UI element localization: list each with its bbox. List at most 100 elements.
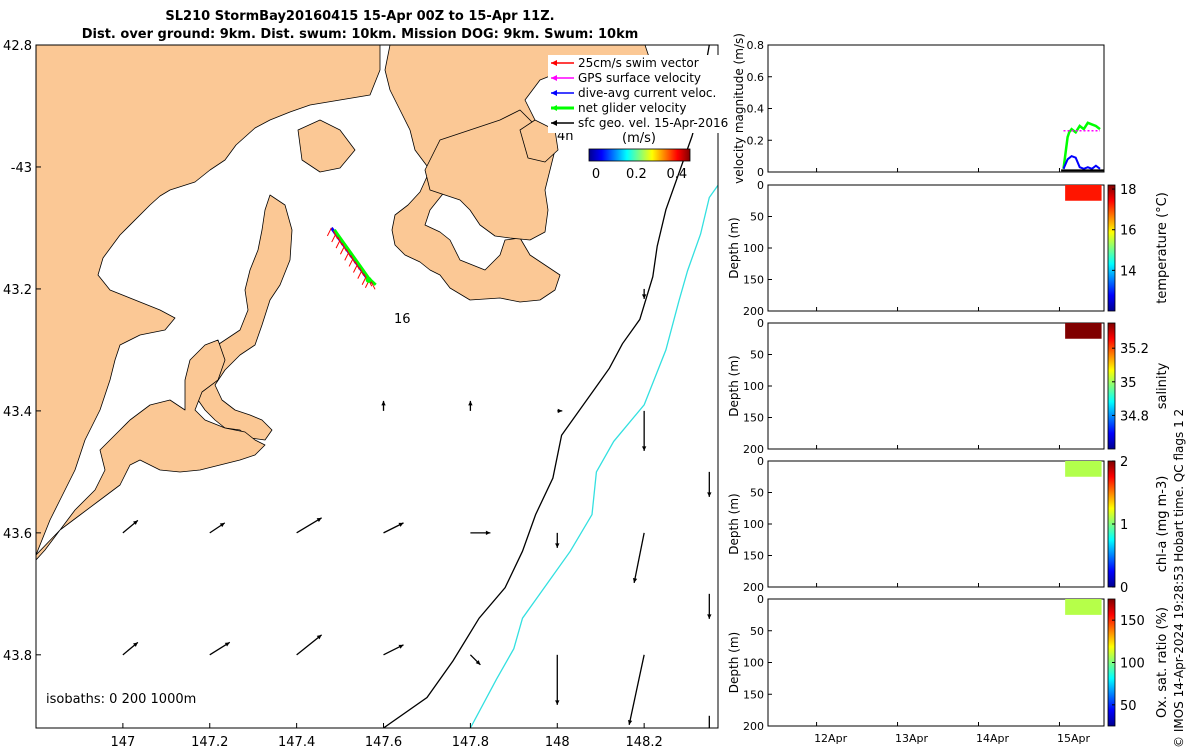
current-vector-shaft: [633, 532, 645, 583]
current-vector-head: [381, 400, 386, 406]
current-vector: [383, 644, 404, 656]
velocity-series-line: [1062, 121, 1101, 169]
legend-entry: [551, 120, 574, 126]
chla-y-tick-label: 50: [750, 487, 764, 500]
salinity-colorbar-tick-label: 35.2: [1120, 342, 1149, 357]
current-vector-head: [632, 578, 638, 583]
legend-entry: [551, 90, 574, 96]
temperature-data-block: [1065, 185, 1102, 201]
footer-note: © IMOS 14-Apr-2024 19:28:53 Hobart time.…: [1172, 408, 1186, 748]
current-vector-head: [316, 517, 322, 523]
isobath-legend-text: isobaths: 0 200 1000m: [46, 692, 196, 707]
salinity-y-tick-label: 50: [750, 349, 764, 362]
oxygen-y-tick-label: 150: [743, 688, 764, 701]
land-mainland-west: [36, 45, 381, 556]
swim-vector: [353, 264, 358, 273]
current-vector-head: [133, 520, 138, 525]
oxygen-colorbar-tick-label: 50: [1120, 699, 1137, 714]
temperature-colorbar: [1107, 184, 1116, 312]
colorbar-tick-label: 0: [592, 167, 600, 182]
velocity-y-tick-label: 0.2: [747, 134, 765, 147]
oxygen-y-tick-label: 50: [750, 625, 764, 638]
legend-label: sfc geo. vel. 15-Apr-2016: [578, 116, 728, 130]
map-y-tick-label: 42.8: [3, 39, 32, 54]
land-south-peninsula: [36, 339, 266, 561]
salinity-colorbar-tick-label: 35: [1120, 376, 1137, 391]
current-vector: [641, 288, 647, 299]
map-y-tick-label: 43.2: [3, 283, 32, 298]
swim-vector: [326, 227, 332, 237]
velocity-y-tick-label: 0: [757, 166, 764, 179]
swim-vector: [361, 276, 367, 285]
legend-label: 25cm/s swim vector: [578, 56, 699, 70]
current-vector: [122, 641, 139, 656]
current-vector: [209, 641, 231, 656]
current-vector-head: [475, 660, 481, 665]
temperature-colorbar-tick-label: 16: [1120, 224, 1137, 239]
map-x-tick-label: 147.4: [278, 735, 315, 750]
map-x-tick-label: 147: [110, 735, 135, 750]
current-vector-head: [641, 446, 647, 451]
oxygen-y-tick-label: 0: [757, 593, 764, 606]
legend-label: dive-avg current veloc.: [578, 86, 716, 100]
velocity-y-axis-label: velocity magnitude (m/s): [732, 33, 746, 184]
current-vector-head: [555, 543, 560, 548]
map-x-tick-label: 147.2: [191, 735, 228, 750]
legend-label: net glider velocity: [578, 101, 686, 115]
temperature-colorbar-tick-label: 18: [1120, 183, 1137, 198]
legend-entry: [551, 105, 574, 111]
swim-vector: [335, 239, 341, 249]
land-forestier: [424, 109, 556, 241]
current-vector-shaft: [296, 517, 322, 534]
salinity-colorbar: [1107, 322, 1116, 450]
colorbar-label: (m/s): [622, 131, 656, 146]
oxygen-y-tick-label: 200: [743, 720, 764, 733]
current-vector: [296, 517, 322, 534]
chla-y-tick-label: 200: [743, 581, 764, 594]
current-vector: [470, 530, 491, 536]
swim-vector: [370, 281, 376, 290]
legend-arrowhead: [551, 60, 557, 66]
current-vector: [708, 715, 710, 728]
current-vector-head: [316, 634, 322, 640]
chart-title-line-2: Dist. over ground: 9km. Dist. swum: 10km…: [81, 27, 639, 42]
temperature-colorbar-tick-label: 14: [1120, 264, 1137, 279]
swim-vector: [348, 258, 354, 267]
salinity-colorbar-label: salinity: [1155, 362, 1170, 409]
temperature-y-tick-label: 150: [743, 274, 764, 287]
current-vector-head: [707, 614, 712, 619]
current-vector: [557, 408, 563, 414]
current-vector-head: [224, 642, 230, 647]
current-vector-shaft: [628, 654, 645, 725]
current-vector-head: [555, 700, 560, 705]
current-vector: [632, 532, 645, 583]
chla-colorbar-label: chl-a (mg m-3): [1155, 476, 1170, 573]
map-frame: [35, 44, 719, 729]
velocity-y-tick-label: 0.6: [747, 71, 765, 84]
salinity-y-axis-label: Depth (m): [727, 355, 741, 416]
current-vector: [627, 654, 645, 725]
current-vector: [707, 593, 712, 619]
date-x-tick-label: 14Apr: [976, 732, 1010, 745]
salinity-y-tick-label: 0: [757, 317, 764, 330]
current-vector: [469, 654, 481, 666]
current-vector: [122, 519, 139, 534]
current-vector-head: [557, 408, 563, 414]
isobath-1000m: [469, 184, 718, 728]
salinity-colorbar-tick-label: 34.8: [1120, 409, 1149, 424]
current-vector-head: [398, 522, 404, 527]
map-x-tick-label: 148.2: [626, 735, 663, 750]
legend-entry: [551, 60, 574, 66]
velocity-y-tick-label: 0.4: [747, 103, 765, 116]
map-y-tick-label: 43.6: [3, 527, 32, 542]
date-x-tick-label: 13Apr: [895, 732, 929, 745]
legend-arrowhead: [551, 90, 557, 96]
chla-data-block: [1065, 461, 1102, 477]
current-vector-head: [485, 530, 491, 536]
temperature-panel-frame: [767, 184, 1105, 312]
current-vector-head: [133, 642, 138, 647]
current-vector-head: [627, 719, 633, 725]
current-vector: [296, 634, 323, 656]
temperature-y-axis-label: Depth (m): [727, 217, 741, 278]
salinity-y-tick-label: 100: [743, 380, 764, 393]
